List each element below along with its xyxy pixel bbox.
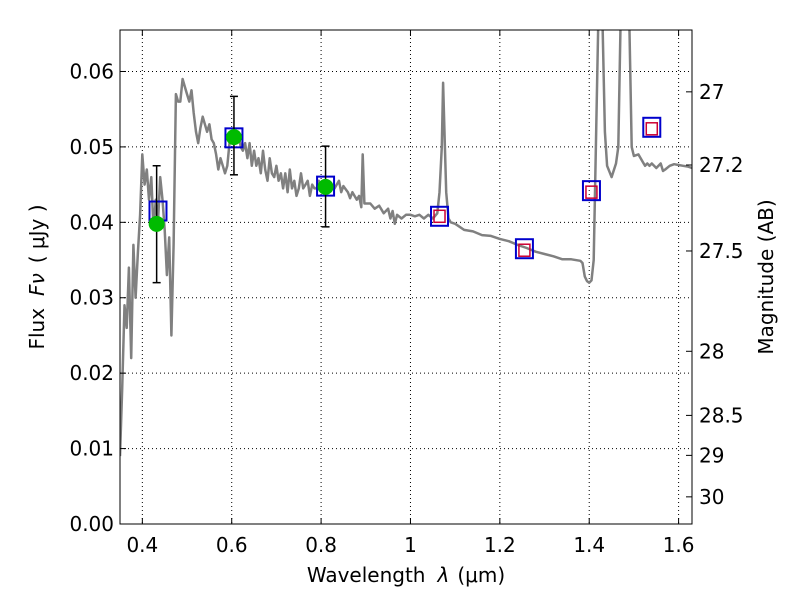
y2-axis-label: Magnitude (AB) [754,199,778,354]
model-square-inner-marker [518,243,531,257]
model-square-marker [642,116,662,138]
line-layer [120,30,692,457]
y2-tick-label: 29 [699,443,724,467]
x-tick-label: 1 [404,533,417,557]
x-tick-label: 1.2 [484,533,516,557]
y-tick-label: 0.01 [69,437,114,461]
observed-data-point [225,129,242,146]
grid-layer [120,30,692,525]
model-square-inner-marker [645,122,659,136]
x-tick-label: 1.4 [573,533,605,557]
y2-tick-label: 30 [699,485,724,509]
y2-tick-label: 27.2 [699,153,744,177]
x-tick-label: 0.8 [305,533,337,557]
y-tick-label: 0.05 [69,135,114,159]
y-tick-label: 0.06 [69,59,114,83]
model-square-inner-marker [433,209,446,224]
observed-data-point [148,215,165,232]
y-tick-label: 0.00 [69,512,114,536]
y2-tick-label: 28.5 [699,403,744,427]
marker-layer [148,95,662,284]
y2-tick-label: 27 [699,80,724,104]
y-tick-label: 0.03 [69,286,114,310]
y2-tick-label: 28 [699,339,724,363]
model-square-marker [581,180,601,202]
plot-frame [119,29,693,525]
x-tick-label: 1.6 [663,533,695,557]
model-square-inner-marker [585,185,598,199]
y-tick-label: 0.04 [69,210,114,234]
x-tick-label: 0.4 [126,533,158,557]
observed-data-point [317,178,334,195]
model-square-marker [430,205,450,227]
y2-tick-label: 27.5 [699,239,744,263]
tick-layer: 0.4 0.6 0.8 1 1.2 1.4 1.6 0.00 0.01 0.02 0.03 0.04 0… [69,30,744,557]
x-tick-label: 0.6 [216,533,248,557]
y-axis-label: FluxFν( μJy ) [25,204,49,349]
model-square-marker [514,238,534,260]
sed-model-line [120,30,692,457]
x-axis-label: Wavelength λ (μm) [307,563,505,587]
y-tick-label: 0.02 [69,361,114,385]
